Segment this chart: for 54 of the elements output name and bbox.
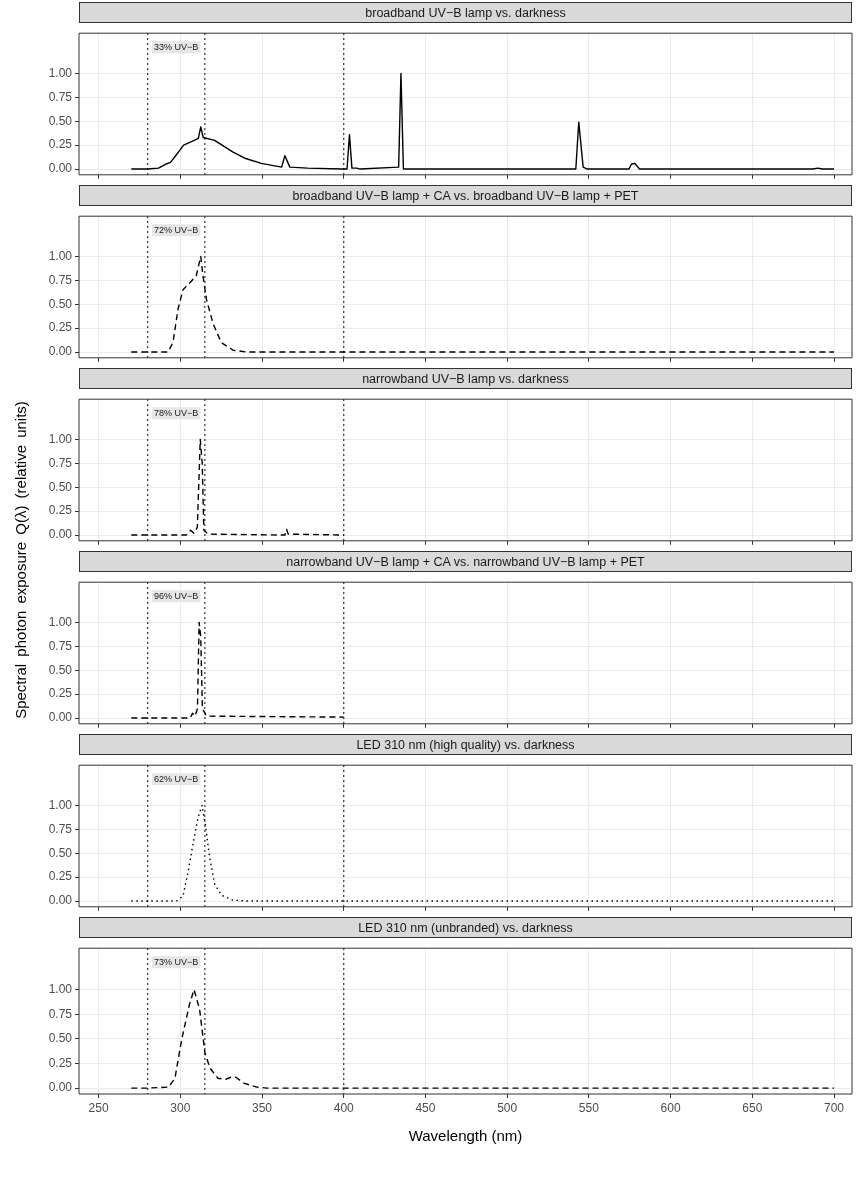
y-tick-label: 0.00	[48, 710, 73, 725]
y-tick-label: 0.50	[48, 845, 73, 860]
y-tick-label: 1.00	[48, 431, 73, 446]
chart-title: broadband UV−B lamp vs. darkness	[79, 2, 852, 23]
x-axis-title: Wavelength (nm)	[408, 1127, 523, 1145]
y-tick-label: 1.00	[48, 65, 73, 80]
y-tick-label: 0.75	[48, 821, 73, 836]
x-tick-label: 400	[333, 1100, 355, 1115]
x-tick-label: 450	[415, 1100, 436, 1115]
annotation: 73% UV−B	[154, 956, 199, 967]
y-tick-label: 0.50	[48, 113, 73, 128]
chart-title: narrowband UV−B lamp vs. darkness	[79, 368, 852, 389]
y-tick-label: 0.75	[48, 89, 73, 104]
x-tick-label: 300	[170, 1100, 191, 1115]
x-tick-label: 550	[578, 1100, 600, 1115]
y-tick-label: 0.25	[48, 1055, 73, 1070]
y-tick-label: 0.00	[48, 527, 73, 542]
annotation: 62% UV−B	[154, 773, 199, 784]
y-tick-label: 0.00	[48, 893, 73, 908]
chart-title: LED 310 nm (high quality) vs. darkness	[79, 734, 852, 755]
y-tick-label: 0.50	[48, 479, 73, 494]
y-tick-label: 0.50	[48, 296, 73, 311]
x-tick-label: 500	[497, 1100, 518, 1115]
chart-title: broadband UV−B lamp + CA vs. broadband UV−B lamp + PET	[79, 185, 852, 206]
y-tick-label: 1.00	[48, 614, 73, 629]
x-tick-label: 600	[660, 1100, 681, 1115]
y-tick-label: 0.25	[48, 320, 73, 335]
y-tick-label: 0.50	[48, 662, 73, 677]
annotation: 33% UV−B	[154, 41, 199, 52]
chart-title: narrowband UV−B lamp + CA vs. narrowband UV−B lamp + PET	[79, 551, 852, 572]
y-tick-label: 1.00	[48, 248, 73, 263]
y-tick-label: 0.00	[48, 344, 73, 359]
y-tick-label: 0.25	[48, 137, 73, 152]
annotation: 96% UV−B	[154, 590, 199, 601]
y-axis-title: Spectral photon exposure Q(λ) (relative units)	[11, 401, 29, 719]
y-tick-label: 1.00	[48, 797, 73, 812]
y-tick-label: 0.75	[48, 638, 73, 653]
chart-title: LED 310 nm (unbranded) vs. darkness	[79, 917, 852, 938]
annotation: 72% UV−B	[154, 224, 199, 235]
y-tick-label: 0.25	[48, 869, 73, 884]
x-tick-label: 650	[742, 1100, 763, 1115]
annotation: 78% UV−B	[154, 407, 199, 418]
y-tick-label: 0.25	[48, 503, 73, 518]
y-tick-label: 1.00	[48, 981, 73, 996]
y-tick-label: 0.25	[48, 686, 73, 701]
y-tick-label: 0.75	[48, 272, 73, 287]
y-tick-label: 0.00	[48, 161, 73, 176]
y-tick-label: 0.75	[48, 455, 73, 470]
y-tick-label: 0.00	[48, 1080, 73, 1095]
y-tick-label: 0.75	[48, 1006, 73, 1021]
x-tick-label: 250	[88, 1100, 109, 1115]
x-tick-label: 700	[824, 1100, 845, 1115]
x-tick-label: 350	[252, 1100, 273, 1115]
y-tick-label: 0.50	[48, 1031, 73, 1046]
